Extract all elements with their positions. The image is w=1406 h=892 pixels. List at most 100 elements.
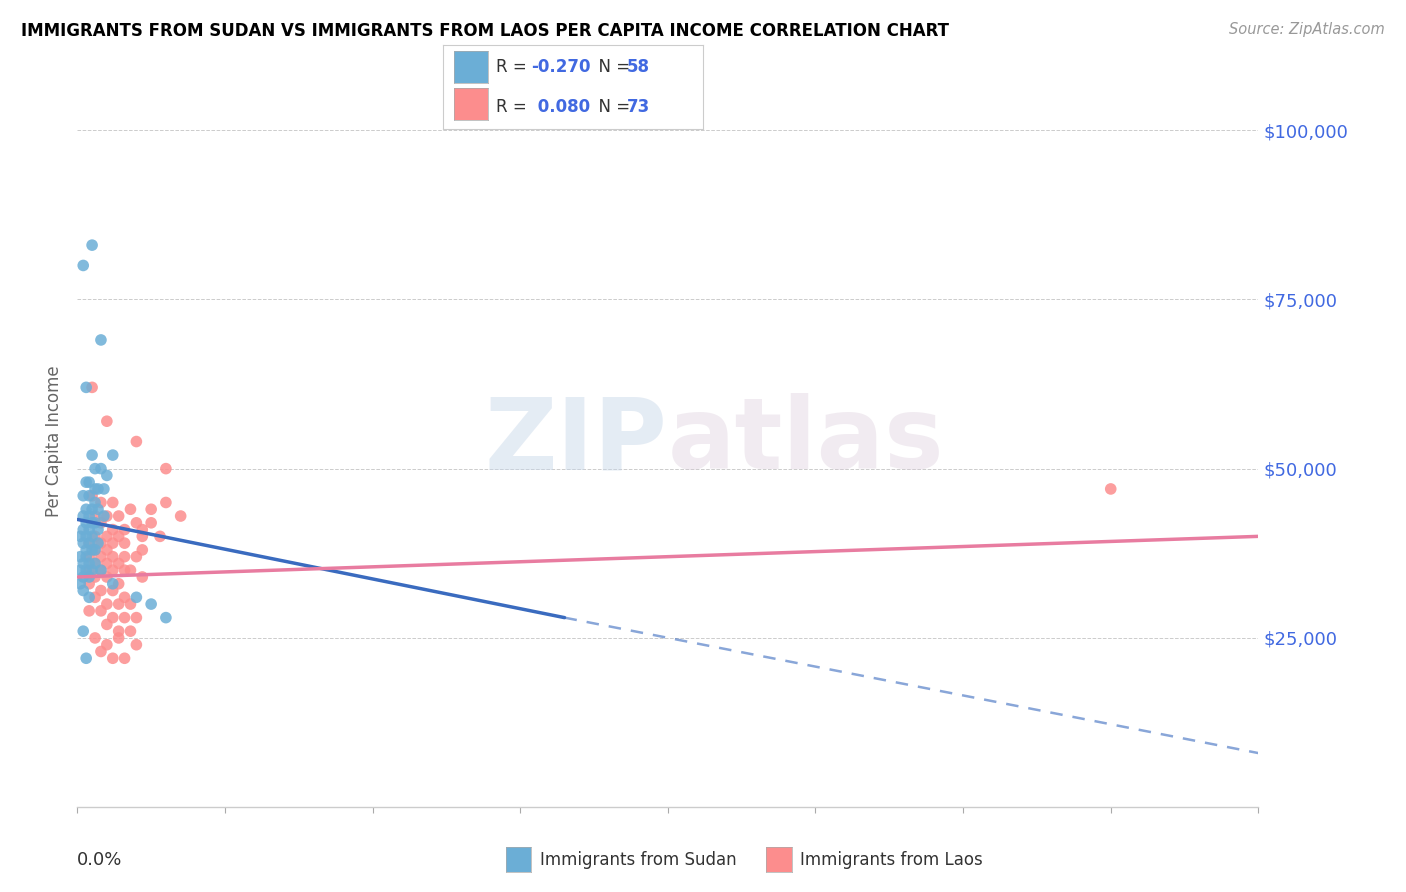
Point <box>72 557 94 571</box>
Point <box>114 651 136 665</box>
Point <box>77 604 100 618</box>
Point <box>114 523 136 537</box>
Point <box>101 549 124 564</box>
Point <box>84 482 107 496</box>
Point <box>75 475 97 490</box>
Point <box>149 529 172 543</box>
Point <box>72 570 94 584</box>
Point <box>77 591 100 605</box>
Point <box>75 529 97 543</box>
Point <box>77 475 100 490</box>
Point <box>84 529 107 543</box>
Point <box>90 461 112 475</box>
Point <box>84 631 107 645</box>
Text: Immigrants from Sudan: Immigrants from Sudan <box>540 851 737 869</box>
Point <box>114 591 136 605</box>
Point <box>77 557 100 571</box>
Point <box>96 414 118 428</box>
Point <box>72 536 94 550</box>
Point <box>96 557 118 571</box>
Point <box>107 509 129 524</box>
Point <box>101 563 124 577</box>
Point <box>77 523 100 537</box>
Point <box>82 489 104 503</box>
Point <box>72 509 94 524</box>
Point <box>82 516 104 530</box>
Point <box>96 529 118 543</box>
Point <box>77 549 100 564</box>
Point <box>82 529 104 543</box>
Point <box>155 461 177 475</box>
Point <box>93 509 115 524</box>
Point <box>96 597 118 611</box>
Point <box>82 542 104 557</box>
Point <box>84 591 107 605</box>
Point <box>75 542 97 557</box>
Point <box>75 563 97 577</box>
Text: N =: N = <box>588 98 636 116</box>
Point <box>114 549 136 564</box>
Point <box>77 536 100 550</box>
Point <box>90 536 112 550</box>
Point <box>77 509 100 524</box>
Point <box>155 610 177 624</box>
Point <box>120 597 142 611</box>
Point <box>96 509 118 524</box>
Point <box>75 380 97 394</box>
Point <box>82 448 104 462</box>
Point <box>107 576 129 591</box>
Point <box>90 563 112 577</box>
Point <box>125 549 148 564</box>
Point <box>84 542 107 557</box>
Point <box>120 502 142 516</box>
Text: 0.080: 0.080 <box>531 98 589 116</box>
Point <box>72 624 94 639</box>
Point <box>69 529 91 543</box>
Point <box>72 489 94 503</box>
Point <box>77 570 100 584</box>
Point <box>82 502 104 516</box>
Point <box>75 516 97 530</box>
Point <box>96 468 118 483</box>
Point <box>84 461 107 475</box>
Point <box>107 529 129 543</box>
Point <box>141 597 163 611</box>
Point <box>96 638 118 652</box>
Point <box>82 380 104 394</box>
Point <box>101 495 124 509</box>
Point <box>75 549 97 564</box>
Point <box>125 610 148 624</box>
Point <box>72 583 94 598</box>
Point <box>125 434 148 449</box>
Point <box>107 597 129 611</box>
Point <box>107 624 129 639</box>
Point <box>77 536 100 550</box>
Point <box>82 238 104 252</box>
Point <box>84 516 107 530</box>
Point <box>90 604 112 618</box>
Point <box>75 502 97 516</box>
Point <box>101 610 124 624</box>
Point <box>77 576 100 591</box>
Point <box>84 495 107 509</box>
Point <box>75 651 97 665</box>
Point <box>101 448 124 462</box>
Point <box>84 557 107 571</box>
Point <box>72 259 94 273</box>
Point <box>77 489 100 503</box>
Point <box>120 563 142 577</box>
Point <box>114 536 136 550</box>
Point <box>101 651 124 665</box>
Y-axis label: Per Capita Income: Per Capita Income <box>45 366 63 517</box>
Point <box>69 576 91 591</box>
Point <box>107 631 129 645</box>
Point <box>87 523 110 537</box>
Point <box>131 570 153 584</box>
Point <box>90 583 112 598</box>
Text: -0.270: -0.270 <box>531 58 591 76</box>
Point <box>90 516 112 530</box>
Point <box>69 549 91 564</box>
Point <box>107 557 129 571</box>
Text: Immigrants from Laos: Immigrants from Laos <box>800 851 983 869</box>
Point <box>170 509 193 524</box>
